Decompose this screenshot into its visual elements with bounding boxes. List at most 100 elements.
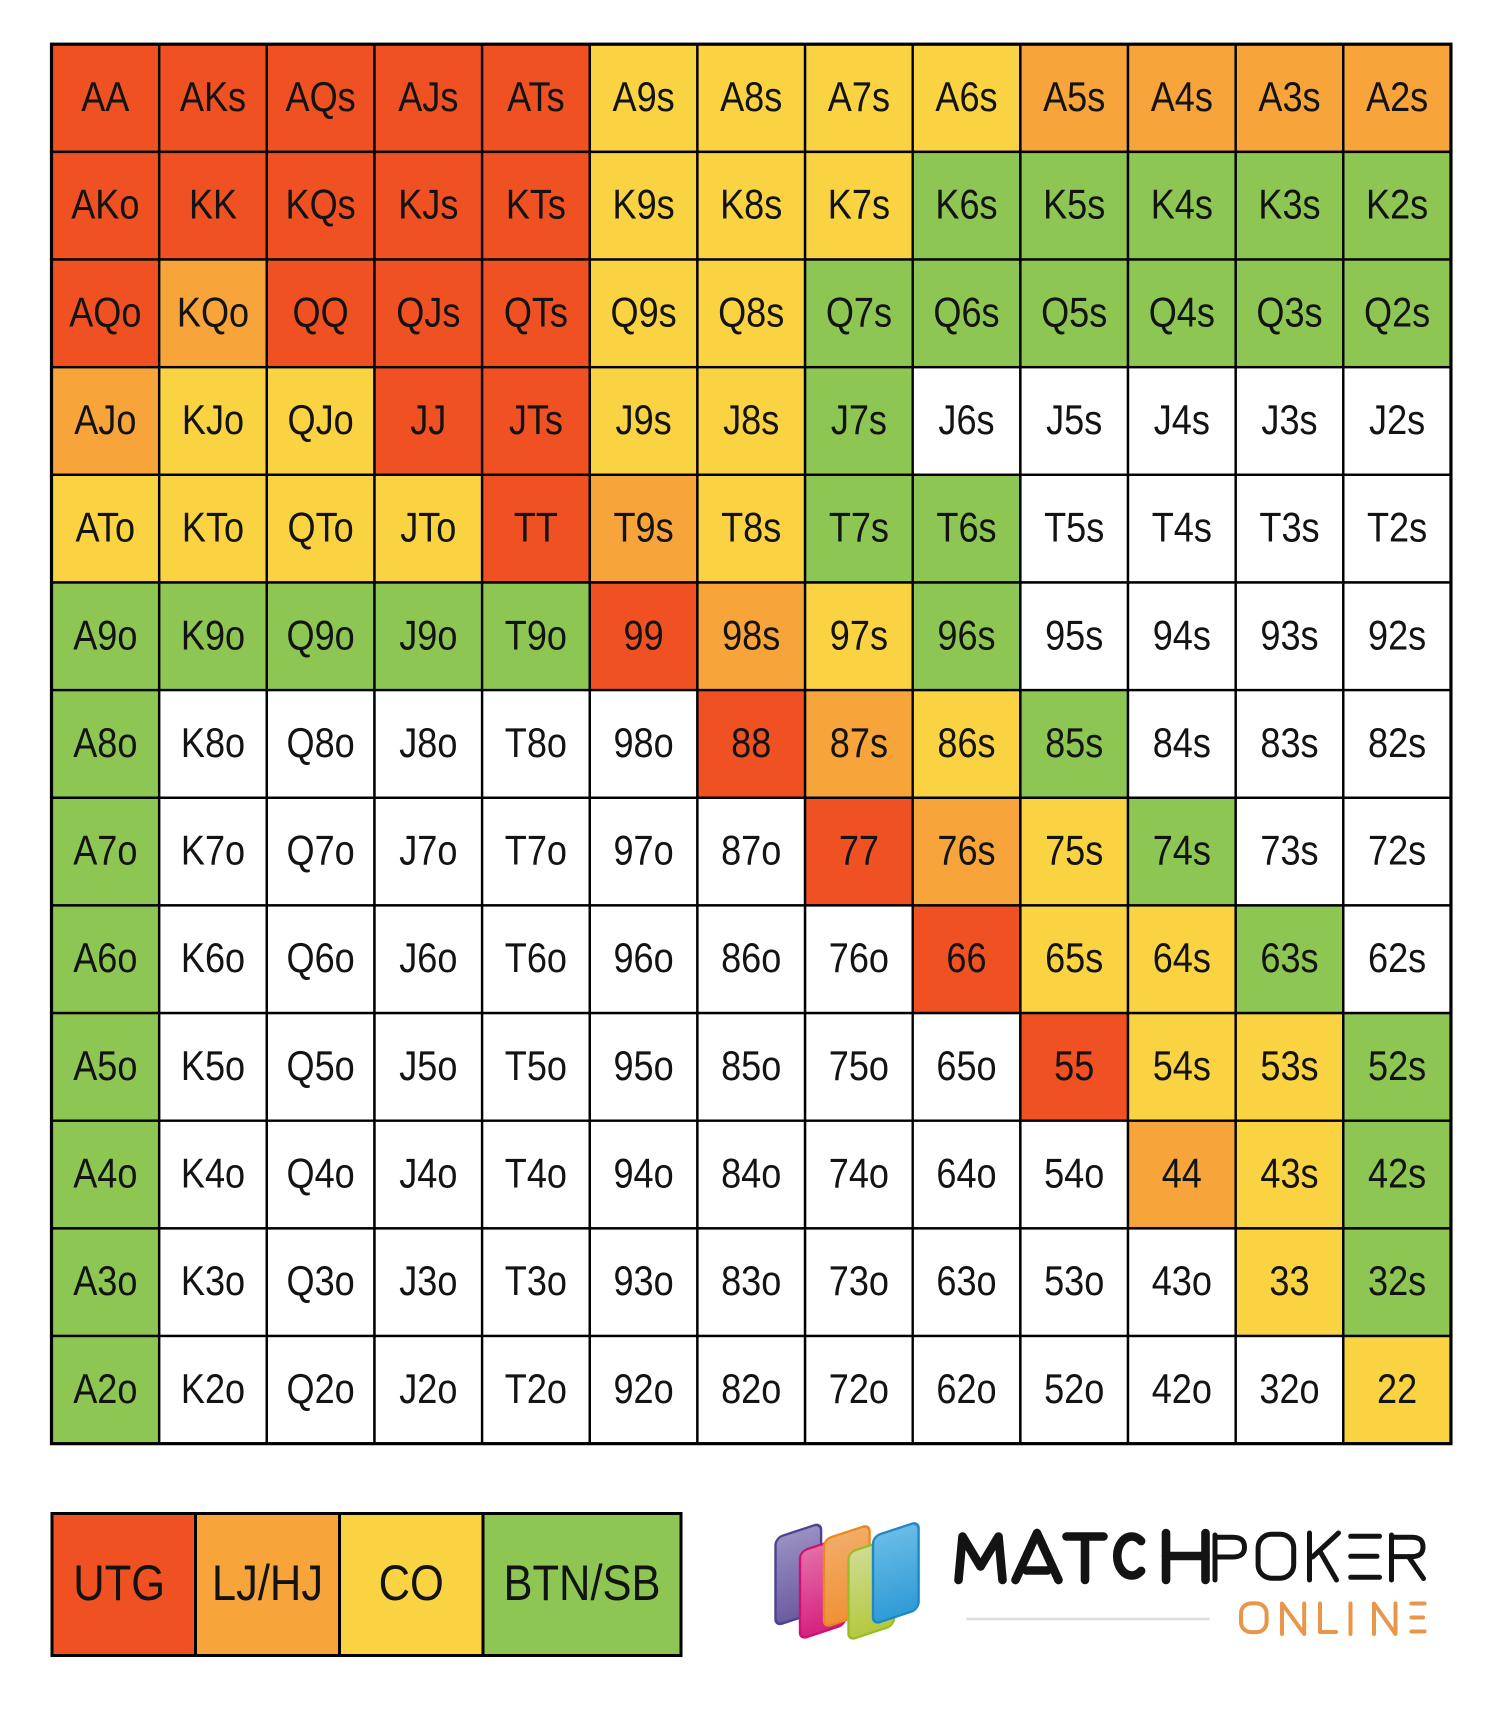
svg-text:J2o: J2o: [399, 1367, 457, 1413]
svg-text:K2s: K2s: [1366, 182, 1428, 228]
svg-text:AJo: AJo: [74, 398, 136, 444]
svg-text:K3o: K3o: [181, 1259, 245, 1305]
svg-text:54s: 54s: [1153, 1044, 1211, 1090]
svg-text:82s: 82s: [1368, 721, 1426, 767]
svg-text:64o: 64o: [936, 1151, 996, 1197]
svg-text:T5o: T5o: [505, 1044, 567, 1090]
svg-text:A2s: A2s: [1366, 75, 1428, 121]
svg-text:T6o: T6o: [505, 936, 567, 982]
svg-text:AA: AA: [81, 75, 129, 121]
svg-text:98o: 98o: [613, 721, 673, 767]
svg-text:JJ: JJ: [410, 398, 446, 444]
svg-text:QTs: QTs: [504, 290, 568, 336]
svg-text:85o: 85o: [721, 1044, 781, 1090]
svg-text:62o: 62o: [936, 1367, 996, 1413]
svg-text:A6s: A6s: [935, 75, 997, 121]
svg-text:T8s: T8s: [721, 505, 781, 551]
svg-text:Q5s: Q5s: [1041, 290, 1107, 336]
svg-text:75o: 75o: [829, 1044, 889, 1090]
svg-text:52o: 52o: [1044, 1367, 1104, 1413]
svg-text:K7s: K7s: [828, 182, 890, 228]
svg-text:82o: 82o: [721, 1367, 781, 1413]
svg-text:63o: 63o: [936, 1259, 996, 1305]
svg-text:Q5o: Q5o: [286, 1044, 354, 1090]
svg-text:33: 33: [1269, 1259, 1309, 1305]
svg-text:JTs: JTs: [509, 398, 563, 444]
svg-text:J6o: J6o: [399, 936, 457, 982]
svg-text:65s: 65s: [1045, 936, 1103, 982]
svg-text:53s: 53s: [1260, 1044, 1318, 1090]
svg-text:QJs: QJs: [396, 290, 460, 336]
svg-text:83s: 83s: [1260, 721, 1318, 767]
svg-text:62s: 62s: [1368, 936, 1426, 982]
svg-text:A8o: A8o: [73, 721, 137, 767]
svg-text:BTN/SB: BTN/SB: [503, 1555, 660, 1610]
svg-text:K8s: K8s: [720, 182, 782, 228]
svg-text:92o: 92o: [613, 1367, 673, 1413]
svg-text:T3s: T3s: [1259, 505, 1319, 551]
svg-text:ATo: ATo: [76, 505, 136, 551]
svg-text:A2o: A2o: [73, 1367, 137, 1413]
svg-text:53o: 53o: [1044, 1259, 1104, 1305]
svg-text:74o: 74o: [829, 1151, 889, 1197]
svg-text:LJ/HJ: LJ/HJ: [212, 1555, 323, 1610]
svg-text:72o: 72o: [829, 1367, 889, 1413]
svg-text:K4o: K4o: [181, 1151, 245, 1197]
svg-text:Q9o: Q9o: [286, 613, 354, 659]
svg-text:T3o: T3o: [505, 1259, 567, 1305]
svg-text:A3s: A3s: [1258, 75, 1320, 121]
svg-text:KTo: KTo: [182, 505, 244, 551]
svg-text:52s: 52s: [1368, 1044, 1426, 1090]
svg-text:Q3o: Q3o: [286, 1259, 354, 1305]
svg-text:88: 88: [731, 721, 771, 767]
svg-text:A7o: A7o: [73, 828, 137, 874]
svg-text:K7o: K7o: [181, 828, 245, 874]
svg-text:94s: 94s: [1153, 613, 1211, 659]
svg-text:T6s: T6s: [936, 505, 996, 551]
svg-text:K6s: K6s: [935, 182, 997, 228]
svg-text:95s: 95s: [1045, 613, 1103, 659]
svg-text:A7s: A7s: [828, 75, 890, 121]
svg-text:76o: 76o: [829, 936, 889, 982]
svg-text:85s: 85s: [1045, 721, 1103, 767]
svg-text:83o: 83o: [721, 1259, 781, 1305]
svg-text:Q6o: Q6o: [286, 936, 354, 982]
svg-text:CO: CO: [379, 1555, 444, 1610]
svg-text:92s: 92s: [1368, 613, 1426, 659]
svg-text:J6s: J6s: [938, 398, 994, 444]
svg-text:J7s: J7s: [831, 398, 887, 444]
svg-text:77: 77: [839, 828, 879, 874]
svg-text:K5o: K5o: [181, 1044, 245, 1090]
svg-text:AJs: AJs: [398, 75, 458, 121]
svg-text:Q8s: Q8s: [718, 290, 784, 336]
svg-text:J5s: J5s: [1046, 398, 1102, 444]
svg-text:J3o: J3o: [399, 1259, 457, 1305]
svg-text:A9s: A9s: [613, 75, 675, 121]
svg-text:UTG: UTG: [73, 1555, 165, 1610]
svg-text:KTs: KTs: [506, 182, 566, 228]
svg-text:96s: 96s: [937, 613, 995, 659]
svg-text:AQs: AQs: [286, 75, 356, 121]
svg-text:86s: 86s: [937, 721, 995, 767]
svg-text:Q7o: Q7o: [286, 828, 354, 874]
svg-text:74s: 74s: [1153, 828, 1211, 874]
svg-text:J7o: J7o: [399, 828, 457, 874]
svg-text:42o: 42o: [1152, 1367, 1212, 1413]
svg-text:T8o: T8o: [505, 721, 567, 767]
svg-text:99: 99: [624, 613, 664, 659]
svg-text:A6o: A6o: [73, 936, 137, 982]
svg-text:T7o: T7o: [505, 828, 567, 874]
svg-text:QTo: QTo: [288, 505, 354, 551]
svg-text:J9s: J9s: [616, 398, 672, 444]
svg-text:J4o: J4o: [399, 1151, 457, 1197]
svg-text:T4o: T4o: [505, 1151, 567, 1197]
svg-text:J4s: J4s: [1154, 398, 1210, 444]
svg-text:87o: 87o: [721, 828, 781, 874]
svg-text:32o: 32o: [1259, 1367, 1319, 1413]
svg-text:TT: TT: [514, 505, 558, 551]
svg-text:42s: 42s: [1368, 1151, 1426, 1197]
svg-text:66: 66: [946, 936, 986, 982]
svg-text:84o: 84o: [721, 1151, 781, 1197]
svg-text:AKo: AKo: [71, 182, 139, 228]
svg-text:22: 22: [1377, 1367, 1417, 1413]
